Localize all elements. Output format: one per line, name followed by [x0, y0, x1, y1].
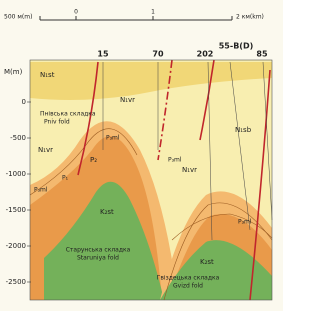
unit-label: P₁ [62, 175, 69, 182]
fold-name: Staruniya fold [77, 255, 119, 262]
unit-label: N₁vr [38, 146, 53, 154]
depth-label: 0 [22, 98, 26, 106]
unit-label: K₂st [100, 208, 114, 216]
unit-label: K₂st [200, 258, 214, 266]
fold-name: Гвіздецька складка [157, 275, 220, 282]
well-label: 85 [256, 50, 268, 59]
scale-label: 0 [74, 9, 78, 16]
unit-label: N₁vr [182, 166, 197, 174]
fold-name: Старунська складка [66, 247, 131, 254]
depth-label: -2000 [6, 242, 26, 250]
unit-label: P₃ml [34, 187, 48, 194]
unit-label: P₃ml [168, 157, 182, 164]
scale-label: 1 [151, 9, 155, 16]
unit-label: P₂ [90, 156, 97, 164]
depth-label: -1500 [6, 206, 26, 214]
fold-name: Gvizd fold [173, 283, 203, 290]
depth-label: -2500 [6, 278, 26, 286]
axis-title: M(m) [4, 68, 23, 76]
fold-name: Pniv fold [44, 119, 70, 126]
depth-label: -500 [10, 134, 26, 142]
well-label: 70 [152, 50, 164, 59]
geologic-section: 500 м(m) 0 1 2 км(km) [0, 0, 283, 311]
unit-label: P₃ml [238, 219, 252, 226]
scale-label: 500 м(m) [4, 14, 32, 21]
fold-name: Пнівська складка [40, 111, 96, 118]
unit-label: N₁vr [120, 96, 135, 104]
scale-label: 2 км(km) [236, 14, 264, 21]
well-label: 55-B(D) [219, 42, 254, 51]
unit-label: N₁sb [235, 126, 252, 134]
depth-label: -1000 [6, 170, 26, 178]
unit-label: N₁st [40, 71, 55, 79]
well-label: 15 [97, 50, 109, 59]
well-label: 202 [197, 50, 214, 59]
unit-label: P₃ml [106, 135, 120, 142]
